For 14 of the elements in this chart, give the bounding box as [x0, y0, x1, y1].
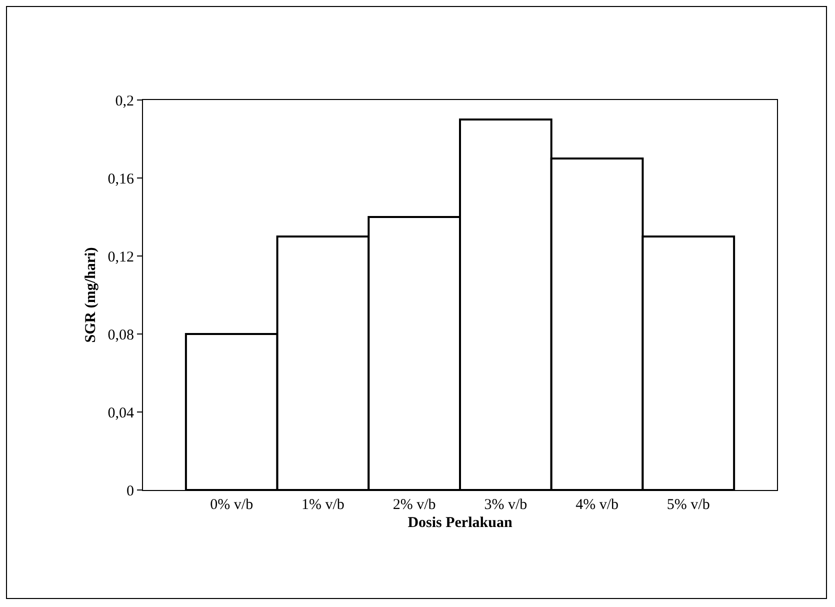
- x-tick-label: 2% v/b: [392, 497, 436, 513]
- x-tick-label: 0% v/b: [210, 497, 254, 513]
- x-tick-label: 4% v/b: [576, 497, 618, 513]
- y-tick-label: 0,16: [108, 171, 134, 188]
- y-tick-label: 0,2: [115, 93, 134, 110]
- y-tick-label: 0,08: [108, 327, 134, 344]
- x-tick-label: 1% v/b: [302, 497, 344, 513]
- y-axis-title: SGR (mg/hari): [83, 247, 99, 343]
- y-tick-label: 0: [126, 483, 134, 500]
- x-tick-label: 3% v/b: [484, 497, 528, 513]
- x-tick-label: 5% v/b: [666, 497, 710, 513]
- y-tick-label: 0,12: [108, 249, 134, 266]
- y-tick-label: 0,04: [108, 405, 134, 422]
- x-axis-title: Dosis Perlakuan: [408, 515, 513, 531]
